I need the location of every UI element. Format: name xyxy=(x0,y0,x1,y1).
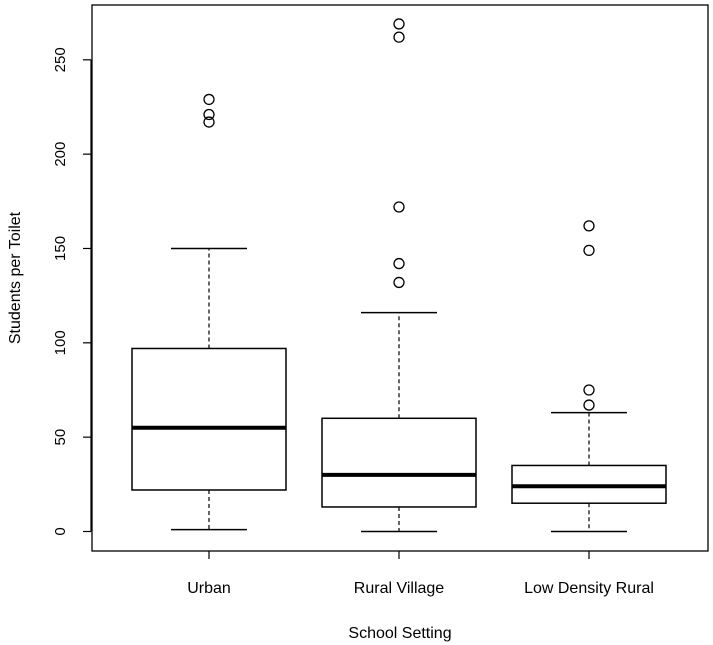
outlier-point xyxy=(583,399,595,411)
box-group xyxy=(321,18,477,533)
outlier-point xyxy=(393,201,405,213)
outlier-point xyxy=(203,93,215,106)
x-axis: Urban Rural Village Low Density Rural xyxy=(187,551,654,597)
x-tick-label: Low Density Rural xyxy=(524,580,654,597)
y-axis: 0 50 100 150 200 250 xyxy=(52,47,92,536)
iqr-box xyxy=(321,417,477,508)
outlier-point xyxy=(393,257,405,270)
outlier-point xyxy=(393,18,405,30)
box-group xyxy=(511,220,667,533)
outlier-point xyxy=(393,31,405,43)
outlier-point xyxy=(203,116,215,128)
boxes xyxy=(131,18,667,533)
y-axis-label: Students per Toilet xyxy=(7,211,24,344)
outlier-point xyxy=(203,108,215,121)
outlier-point xyxy=(583,384,595,396)
iqr-box xyxy=(131,347,287,491)
y-tick-label: 150 xyxy=(52,236,69,261)
x-axis-label: School Setting xyxy=(348,625,451,642)
x-tick-label: Urban xyxy=(187,580,231,597)
outlier-point xyxy=(583,244,595,257)
outlier-point xyxy=(393,276,405,289)
y-tick-label: 250 xyxy=(52,47,69,72)
x-tick-label: Rural Village xyxy=(354,580,445,597)
outlier-point xyxy=(583,220,595,232)
y-tick-label: 100 xyxy=(52,330,69,355)
y-tick-label: 200 xyxy=(52,142,69,167)
y-tick-label: 0 xyxy=(52,527,69,535)
y-tick-label: 50 xyxy=(52,429,69,446)
plot-frame xyxy=(91,4,709,552)
box-group xyxy=(131,93,287,531)
